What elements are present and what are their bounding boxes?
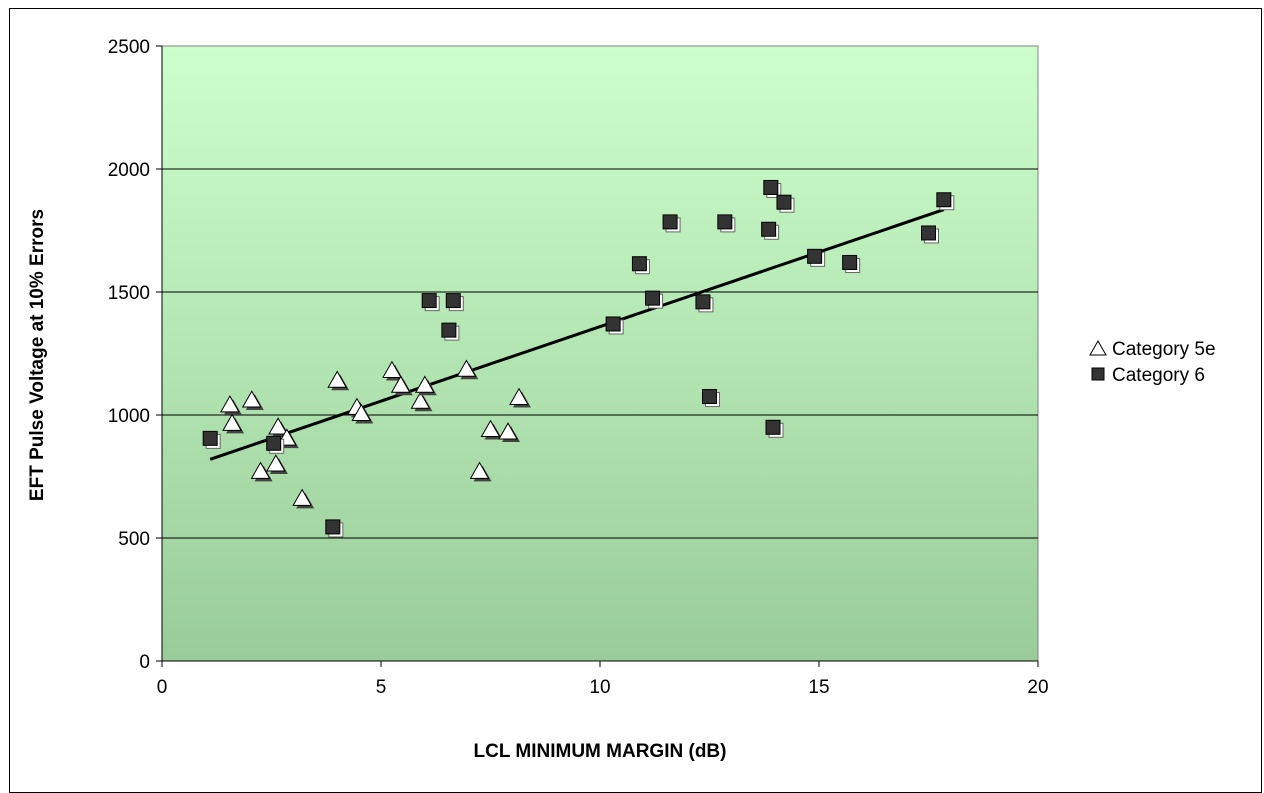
legend-marker-square [1091,367,1105,381]
y-tick-labels: 0 500 1000 1500 2000 2500 [108,37,150,673]
data-point-cat5e [414,375,437,396]
y-tick-label: 0 [139,652,150,673]
data-point-cat6 [445,293,464,312]
x-tick-label: 0 [157,677,168,698]
gridlines [162,168,1038,539]
data-point-cat6 [717,214,736,233]
data-point-cat6 [325,519,344,538]
data-point-cat5e [509,387,531,408]
data-point-cat5e [327,370,350,391]
data-point-cat6 [776,194,795,213]
y-tick-label: 1500 [108,283,150,304]
data-point-cat6 [605,316,624,335]
data-point-cat5e [222,413,245,434]
y-tick-label: 2500 [108,37,150,58]
y-tick-label: 2000 [108,160,150,181]
y-tick-label: 500 [118,529,150,550]
data-point-cat6 [631,256,650,275]
data-point-cat6 [266,435,285,454]
data-point-cat5e [241,390,264,410]
data-point-cat5e [390,375,413,396]
data-point-cat5e [480,419,503,440]
data-point-cat6 [761,221,780,240]
x-tick-label: 15 [808,677,829,698]
data-point-cat6 [695,294,714,313]
data-point-cat6 [921,225,939,244]
data-point-cat5e [266,454,288,474]
data-point-cat6 [807,248,826,267]
data-point-cat6 [662,214,681,233]
legend-label: Category 6 [1112,365,1205,386]
y-axis-title: EFT Pulse Voltage at 10% Errors [27,209,48,501]
x-tick-label: 5 [376,677,387,698]
data-point-cat6 [202,430,221,449]
data-point-cat6 [645,290,664,309]
data-point-cat6 [441,322,460,341]
data-point-cat5e [250,461,273,482]
data-point-cat6 [936,192,955,211]
legend-label: Category 5e [1112,339,1216,360]
data-points [202,179,955,538]
data-point-cat5e [220,395,242,415]
data-point-cat5e [292,488,315,509]
data-point-cat6 [702,389,720,408]
legend: Category 5e Category 6 [1089,339,1216,386]
data-point-cat5e [410,391,433,412]
data-point-cat5e [382,360,404,381]
plot-area [161,45,1039,662]
legend-marker-triangle [1089,339,1107,356]
x-axis-title: LCL MINIMUM MARGIN (dB) [474,741,727,762]
data-point-cat5e [456,359,479,380]
x-tick-label: 10 [589,677,610,698]
data-point-cat5e [351,403,374,424]
y-tick-label: 1000 [108,406,150,427]
data-point-cat5e [469,461,492,482]
data-point-cat6 [421,293,440,312]
axes [156,45,1039,667]
data-point-cat6 [763,179,782,198]
x-tick-label: 20 [1027,677,1048,698]
x-tick-labels: 0 5 10 15 20 [157,677,1049,698]
data-point-cat6 [842,254,861,273]
data-point-cat5e [498,422,521,442]
data-point-cat6 [765,419,784,438]
